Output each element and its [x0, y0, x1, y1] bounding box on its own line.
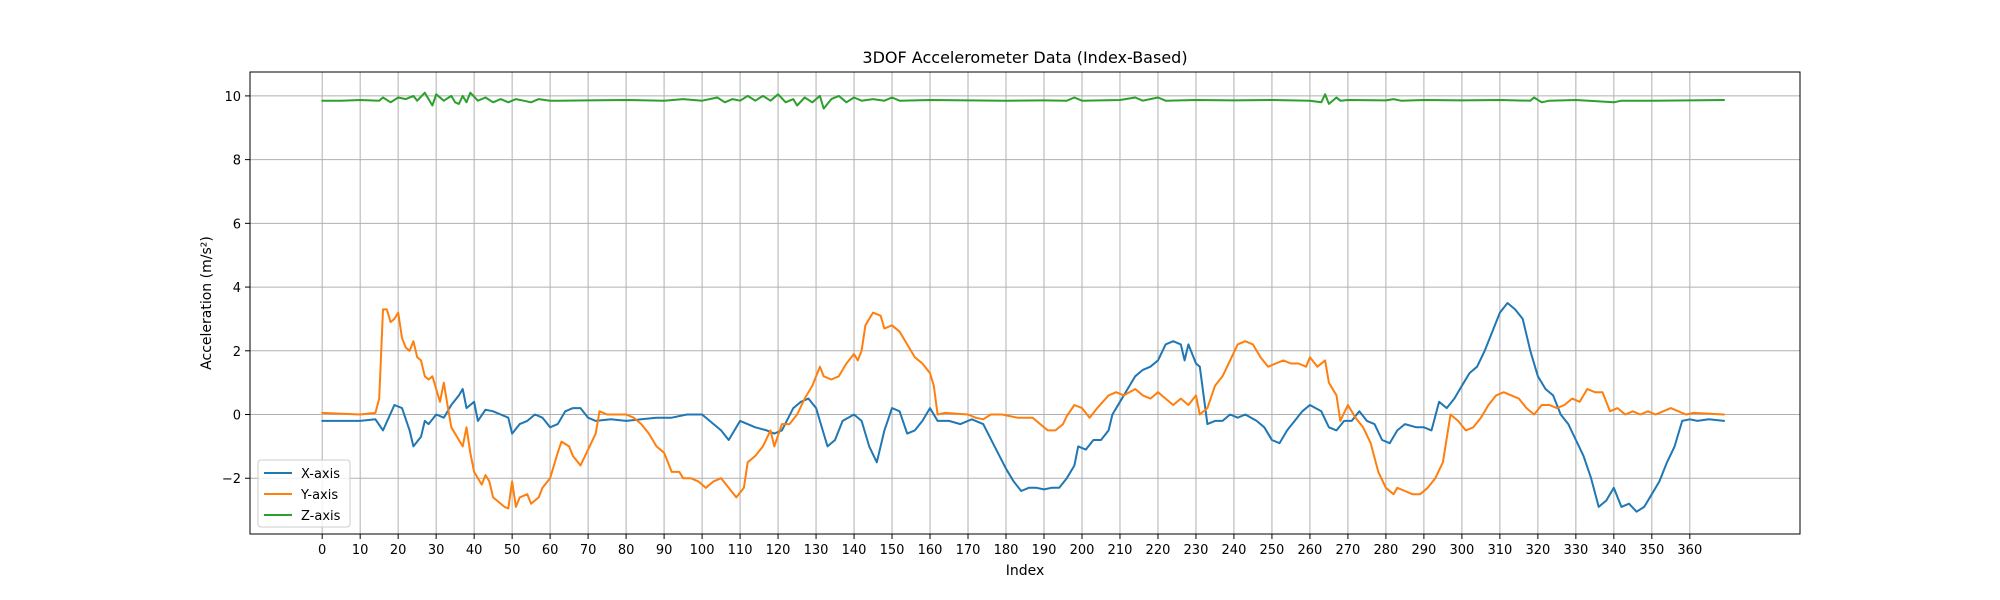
series-line-z-axis	[321, 91, 1725, 110]
legend-label-y: Y-axis	[300, 488, 338, 503]
x-tick-label: 50	[504, 543, 521, 558]
y-axis-label: Acceleration (m/s²)	[199, 236, 215, 370]
x-tick-label: 100	[690, 543, 715, 558]
x-tick-label: 170	[956, 543, 981, 558]
x-tick-label: 270	[1336, 543, 1361, 558]
x-tick-label: 300	[1449, 543, 1474, 558]
x-tick-label: 210	[1108, 543, 1133, 558]
x-tick-label: 220	[1146, 543, 1171, 558]
x-tick-label: 110	[728, 543, 753, 558]
x-tick-label: 350	[1639, 543, 1664, 558]
legend-box	[257, 459, 351, 528]
x-tick-label: 20	[390, 543, 407, 558]
x-tick-label: 120	[766, 543, 791, 558]
x-tick-label: 330	[1563, 543, 1588, 558]
x-axis-label: Index	[1006, 563, 1045, 579]
y-tick-label: 10	[224, 90, 241, 105]
chart-title: 3DOF Accelerometer Data (Index-Based)	[862, 48, 1187, 67]
y-tick-label: 8	[233, 154, 241, 169]
x-tick-label: 290	[1411, 543, 1436, 558]
x-tick-label: 280	[1373, 543, 1398, 558]
x-tick-label: 140	[842, 543, 867, 558]
x-tick-label: 180	[994, 543, 1019, 558]
x-tick-label: 160	[918, 543, 943, 558]
grid	[250, 72, 1800, 534]
series-lines	[321, 91, 1725, 513]
plot-frame	[249, 71, 1801, 535]
x-tick-label: 200	[1070, 543, 1095, 558]
x-ticks: 0 10 20 30 40 50 60 70 80 90 100 110 120 130 140 150 160…	[318, 534, 1702, 558]
x-tick-label: 230	[1184, 543, 1209, 558]
x-tick-label: 130	[804, 543, 829, 558]
x-tick-label: 250	[1260, 543, 1285, 558]
x-tick-label: 150	[880, 543, 905, 558]
x-tick-label: 260	[1298, 543, 1323, 558]
x-tick-label: 0	[318, 543, 326, 558]
y-tick-label: −2	[222, 472, 241, 487]
x-tick-label: 340	[1601, 543, 1626, 558]
x-tick-label: 310	[1487, 543, 1512, 558]
x-tick-label: 320	[1525, 543, 1550, 558]
y-tick-label: 0	[233, 409, 241, 424]
x-tick-label: 10	[352, 543, 369, 558]
x-tick-label: 80	[618, 543, 635, 558]
x-tick-label: 40	[466, 543, 483, 558]
legend-label-z: Z-axis	[301, 509, 341, 524]
legend-label-x: X-axis	[301, 467, 340, 482]
series-line-x-axis	[321, 302, 1725, 513]
x-tick-label: 30	[428, 543, 445, 558]
legend: X-axis Y-axis Z-axis	[257, 459, 351, 528]
y-ticks: −2 0 2 4 6 8 10	[222, 90, 250, 487]
x-tick-label: 190	[1032, 543, 1057, 558]
y-tick-label: 4	[233, 281, 241, 296]
y-tick-label: 6	[233, 217, 241, 232]
series-line-y-axis	[321, 308, 1725, 510]
x-tick-label: 90	[656, 543, 673, 558]
x-tick-label: 60	[542, 543, 559, 558]
x-tick-label: 70	[580, 543, 597, 558]
x-tick-label: 360	[1677, 543, 1702, 558]
y-tick-label: 2	[233, 345, 241, 360]
x-tick-label: 240	[1222, 543, 1247, 558]
